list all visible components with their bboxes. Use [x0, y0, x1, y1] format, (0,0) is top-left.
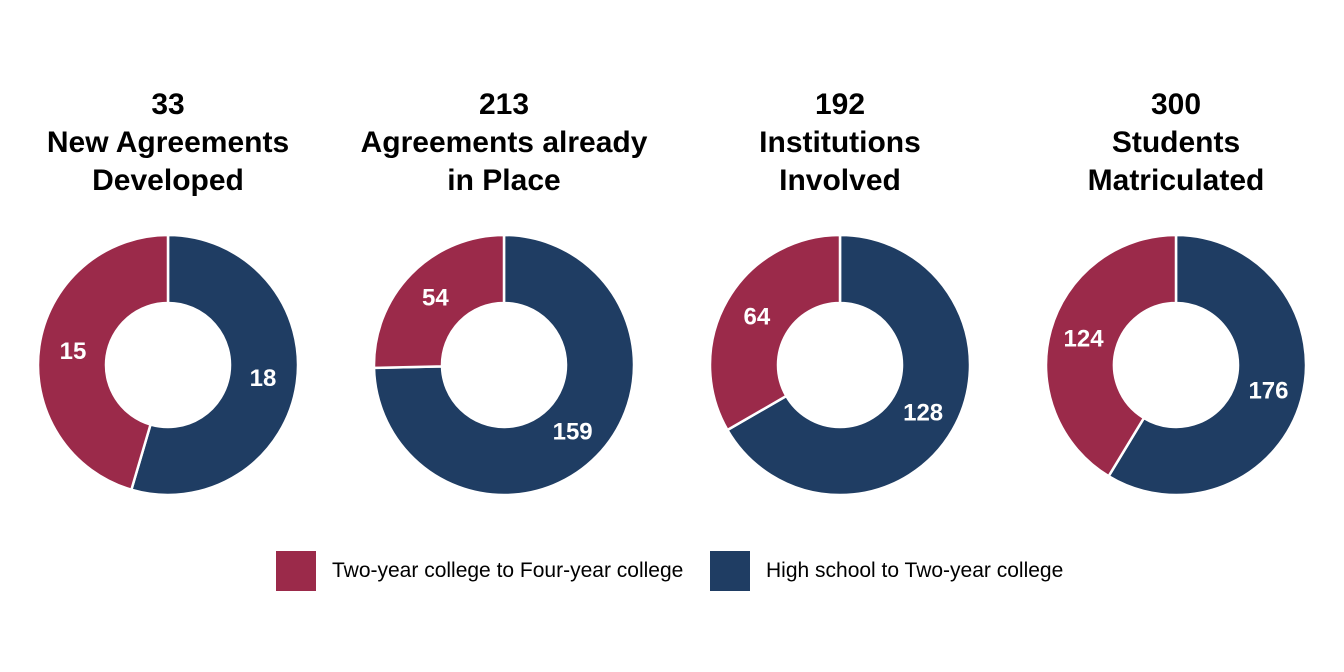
chart-title-1: 33 New Agreements Developed [8, 86, 328, 200]
chart-title-4: 300 Students Matriculated [1016, 86, 1336, 200]
donut-2-slice-2 [372, 233, 506, 370]
chart-title-3-line1: Institutions [759, 126, 921, 159]
chart-total-1: 33 [151, 88, 185, 121]
donut-1-slice-1 [129, 233, 300, 497]
chart-title-2-line2: in Place [447, 164, 561, 197]
donut-4-slice-1 [1106, 233, 1308, 497]
chart-title-1-line2: Developed [92, 164, 244, 197]
donut-4-label-2: 124 [1064, 326, 1105, 353]
chart-total-2: 213 [478, 88, 530, 121]
chart-title-1-line1: New Agreements [46, 126, 290, 159]
legend-label-two-to-four: Two-year college to Four-year college [332, 559, 684, 582]
donut-charts: 18 15 159 54 128 64 176 124 [36, 233, 1308, 497]
donut-1-label-1: 18 [250, 365, 277, 392]
legend-swatch-two-to-four [276, 551, 316, 591]
donut-1-slice-2 [36, 233, 170, 492]
donut-2-slice-1 [372, 233, 636, 497]
legend-label-hs-to-two: High school to Two-year college [766, 559, 1064, 582]
legend-item-two-to-four: Two-year college to Four-year college [276, 551, 683, 591]
donut-3-label-2: 64 [744, 304, 771, 331]
legend-swatch-hs-to-two [710, 551, 750, 591]
chart-title-3: 192 Institutions Involved [680, 86, 1000, 200]
chart-total-3: 192 [814, 88, 866, 121]
donut-2-label-1: 159 [553, 419, 593, 446]
donut-4-label-1: 176 [1248, 377, 1288, 404]
chart-title-4-line2: Matriculated [1087, 164, 1265, 197]
donut-3-slice-2 [708, 233, 842, 432]
chart-title-3-line2: Involved [779, 164, 901, 197]
legend-item-hs-to-two: High school to Two-year college [710, 551, 1063, 591]
donut-3-label-1: 128 [903, 400, 943, 427]
donut-1-label-2: 15 [60, 338, 87, 365]
donut-4-slice-2 [1044, 233, 1178, 478]
chart-title-2-line1: Agreements already [360, 126, 648, 159]
donut-3-slice-1 [725, 233, 972, 497]
chart-title-4-line1: Students [1111, 126, 1241, 159]
donut-2-label-2: 54 [422, 284, 449, 311]
chart-title-2: 213 Agreements already in Place [344, 86, 664, 200]
chart-total-4: 300 [1150, 88, 1202, 121]
